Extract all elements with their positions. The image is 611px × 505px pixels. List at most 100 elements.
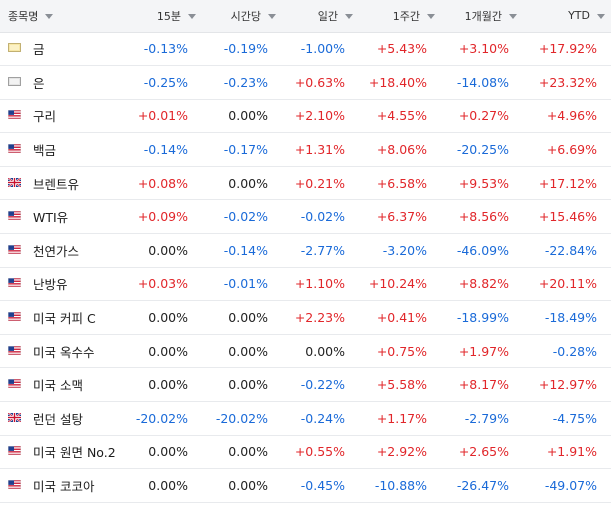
header-ytd[interactable]: YTD (523, 0, 611, 33)
sort-caret-icon[interactable] (427, 14, 435, 20)
header-label: 시간당 (230, 9, 261, 23)
sort-caret-icon[interactable] (268, 14, 276, 20)
us-flag-icon (8, 345, 21, 355)
commodity-name-cell[interactable]: 브렌트유 (0, 166, 130, 201)
value-hourly: 0.00% (202, 99, 282, 134)
value-daily: -1.00% (282, 32, 359, 67)
table-row[interactable]: 미국 커피 C 0.00% 0.00% +2.23% +0.41% -18.99% -18.… (0, 300, 611, 335)
commodity-name-link[interactable]: 천연가스 (33, 243, 80, 259)
commodity-name-cell[interactable]: WTI유 (0, 199, 130, 235)
commodity-name-cell[interactable]: 백금 (0, 132, 130, 167)
header-daily[interactable]: 일간 (282, 0, 359, 33)
table-header-row: 종목명 15분 시간당 일간 1주간 1개월간 YTD (0, 0, 611, 33)
commodity-name-link[interactable]: 미국 원면 No.2 (33, 445, 116, 461)
value-monthly: -26.47% (441, 468, 523, 503)
value-weekly: +0.41% (359, 300, 441, 335)
header-weekly[interactable]: 1주간 (359, 0, 441, 33)
value-monthly: +8.56% (441, 199, 523, 235)
commodity-name-link[interactable]: 구리 (33, 109, 57, 125)
value-ytd: +4.96% (523, 99, 611, 134)
value-monthly: +2.65% (441, 435, 523, 470)
table-row[interactable]: 브렌트유 +0.08% 0.00% +0.21% +6.58% +9.53% +17.12% (0, 166, 611, 201)
value-hourly: 0.00% (202, 367, 282, 403)
commodity-name-cell[interactable]: 미국 커피 C (0, 300, 130, 335)
value-ytd: +6.69% (523, 132, 611, 167)
commodity-name-cell[interactable]: 미국 원면 No.2 (0, 435, 130, 470)
uk-flag-icon (8, 177, 21, 187)
commodity-name-cell[interactable]: 구리 (0, 99, 130, 134)
value-monthly: +9.53% (441, 166, 523, 201)
value-ytd: -4.75% (523, 401, 611, 436)
commodity-name-link[interactable]: 금 (33, 42, 45, 58)
header-label: 종목명 (8, 9, 39, 23)
table-row[interactable]: WTI유 +0.09% -0.02% -0.02% +6.37% +8.56% +15.46… (0, 199, 611, 235)
value-daily: +0.55% (282, 435, 359, 470)
commodity-name-cell[interactable]: 미국 옥수수 (0, 334, 130, 369)
us-flag-icon (8, 312, 21, 322)
commodity-name-cell[interactable]: 천연가스 (0, 233, 130, 268)
commodity-name-cell[interactable]: 런던 설탕 (0, 401, 130, 436)
table-row[interactable]: 난방유 +0.03% -0.01% +1.10% +10.24% +8.82% +20.11… (0, 267, 611, 302)
commodity-name-cell[interactable]: 금 (0, 32, 130, 67)
value-ytd: +23.32% (523, 65, 611, 100)
sort-caret-icon[interactable] (45, 14, 54, 20)
header-label: 15분 (156, 9, 181, 23)
value-hourly: -0.19% (202, 32, 282, 67)
us-flag-icon (8, 278, 21, 288)
table-row[interactable]: 미국 원면 No.2 0.00% 0.00% +0.55% +2.92% +2.65% +1… (0, 435, 611, 470)
us-flag-icon (8, 244, 21, 254)
us-flag-icon (8, 144, 21, 154)
commodity-name-link[interactable]: 미국 옥수수 (33, 344, 95, 360)
table-row[interactable]: 미국 소맥 0.00% 0.00% -0.22% +5.58% +8.17% +12.97% (0, 367, 611, 403)
us-flag-icon (8, 446, 21, 456)
commodity-name-link[interactable]: 런던 설탕 (33, 411, 83, 427)
value-daily: +1.10% (282, 267, 359, 302)
value-monthly: -20.25% (441, 132, 523, 167)
sort-caret-icon[interactable] (509, 14, 517, 20)
commodity-name-link[interactable]: 미국 코코아 (33, 479, 95, 495)
commodity-name-link[interactable]: 은 (33, 75, 45, 91)
value-weekly: +6.37% (359, 199, 441, 235)
value-15min: +0.09% (130, 199, 202, 235)
commodity-name-link[interactable]: WTI유 (33, 210, 69, 226)
value-ytd: +15.46% (523, 199, 611, 235)
us-flag-icon (8, 110, 21, 120)
value-weekly: -3.20% (359, 233, 441, 268)
value-daily: +0.21% (282, 166, 359, 201)
table-row[interactable]: 미국 옥수수 0.00% 0.00% 0.00% +0.75% +1.97% -0.28% (0, 334, 611, 369)
value-15min: 0.00% (130, 334, 202, 369)
value-monthly: -18.99% (441, 300, 523, 335)
table-row[interactable]: 천연가스 0.00% -0.14% -2.77% -3.20% -46.09% -22.84… (0, 233, 611, 268)
table-row[interactable]: 은 -0.25% -0.23% +0.63% +18.40% -14.08% +23.32% (0, 65, 611, 100)
commodity-name-cell[interactable]: 난방유 (0, 267, 130, 302)
header-monthly[interactable]: 1개월간 (441, 0, 523, 33)
value-weekly: +6.58% (359, 166, 441, 201)
commodity-name-link[interactable]: 난방유 (33, 277, 68, 293)
commodity-name-link[interactable]: 미국 소맥 (33, 378, 83, 394)
table-row[interactable]: 구리 +0.01% 0.00% +2.10% +4.55% +0.27% +4.96% (0, 99, 611, 134)
header-label: YTD (568, 9, 590, 23)
commodity-name-link[interactable]: 미국 커피 C (33, 311, 96, 327)
value-monthly: -46.09% (441, 233, 523, 268)
commodity-name-link[interactable]: 브렌트유 (33, 176, 80, 192)
sort-caret-icon[interactable] (345, 14, 353, 20)
value-15min: 0.00% (130, 300, 202, 335)
commodity-name-cell[interactable]: 미국 코코아 (0, 468, 130, 503)
commodity-name-link[interactable]: 백금 (33, 143, 57, 159)
sort-caret-icon[interactable] (188, 14, 196, 20)
commodity-name-cell[interactable]: 은 (0, 65, 130, 100)
header-hourly[interactable]: 시간당 (202, 0, 282, 33)
header-name[interactable]: 종목명 (0, 0, 130, 33)
value-weekly: +1.17% (359, 401, 441, 436)
table-row[interactable]: 런던 설탕 -20.02% -20.02% -0.24% +1.17% -2.79% -4.… (0, 401, 611, 436)
header-15min[interactable]: 15분 (130, 0, 202, 33)
value-hourly: -20.02% (202, 401, 282, 436)
value-ytd: +17.92% (523, 32, 611, 67)
table-row[interactable]: 금 -0.13% -0.19% -1.00% +5.43% +3.10% +17.92% (0, 32, 611, 67)
value-daily: +0.63% (282, 65, 359, 100)
value-15min: +0.03% (130, 267, 202, 302)
table-row[interactable]: 백금 -0.14% -0.17% +1.31% +8.06% -20.25% +6.69% (0, 132, 611, 167)
sort-caret-icon[interactable] (597, 13, 605, 19)
commodity-name-cell[interactable]: 미국 소맥 (0, 367, 130, 403)
table-row[interactable]: 미국 코코아 0.00% 0.00% -0.45% -10.88% -26.47% -49.… (0, 468, 611, 503)
